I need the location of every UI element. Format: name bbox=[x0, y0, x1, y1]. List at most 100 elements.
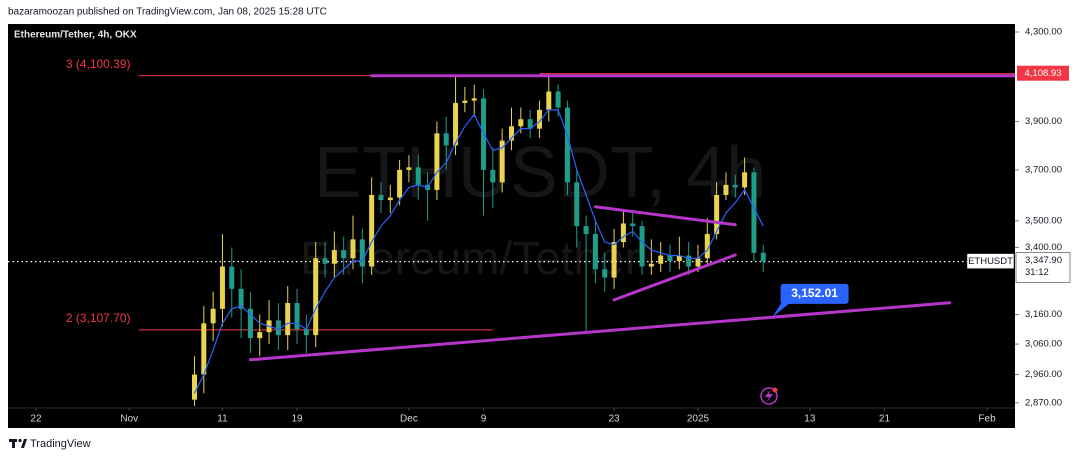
plot-area bbox=[8, 73, 1015, 407]
candle-body bbox=[350, 239, 356, 259]
y-tick-label: 2,870.00 bbox=[1025, 397, 1062, 408]
candle-body bbox=[415, 167, 421, 185]
candle-body bbox=[723, 184, 729, 195]
candle-body bbox=[490, 169, 496, 183]
candle-body bbox=[322, 258, 328, 264]
candle-body bbox=[275, 320, 281, 336]
y-tick-label: 3,160.00 bbox=[1025, 309, 1062, 320]
chart-title: Ethereum/Tether, 4h, OKX bbox=[14, 30, 137, 41]
candle-body bbox=[219, 266, 225, 309]
callout-pointer bbox=[772, 300, 793, 317]
y-tick-label: 3,060.00 bbox=[1025, 339, 1062, 350]
plot-background bbox=[8, 24, 1015, 428]
candle-body bbox=[742, 172, 748, 188]
x-tick-label: 2025 bbox=[687, 414, 710, 425]
alert-dot bbox=[772, 387, 778, 393]
level-label: 3 (4,100.39) bbox=[66, 57, 131, 71]
candle-body bbox=[359, 239, 365, 267]
candle-body bbox=[238, 288, 244, 309]
candle-body bbox=[210, 308, 216, 324]
candle-body bbox=[294, 303, 300, 330]
candle-body bbox=[751, 172, 757, 253]
footer-logo bbox=[9, 438, 27, 448]
candle-body bbox=[732, 184, 738, 188]
price-marker-box bbox=[1017, 65, 1069, 81]
x-tick-label: 23 bbox=[609, 414, 621, 425]
candle-body bbox=[667, 255, 673, 262]
countdown-label: 31:12 bbox=[1025, 267, 1049, 278]
watermark-sub: Ethereum/Tether bbox=[300, 232, 640, 284]
candle-body bbox=[499, 140, 505, 183]
x-tick-label: 19 bbox=[291, 414, 303, 425]
candle-body bbox=[630, 223, 636, 227]
trendline bbox=[248, 301, 952, 362]
candle-body bbox=[574, 182, 580, 227]
candle-body bbox=[695, 258, 701, 267]
x-tick-label: 9 bbox=[481, 414, 487, 425]
candle-body bbox=[406, 167, 412, 170]
candle-body bbox=[201, 323, 207, 375]
candle-body bbox=[397, 169, 403, 198]
candle-body bbox=[592, 234, 598, 270]
y-tick-label: 3,400.00 bbox=[1025, 242, 1062, 253]
candle-body bbox=[331, 250, 337, 264]
candle-body bbox=[387, 197, 393, 201]
x-tick-label: 22 bbox=[30, 414, 42, 425]
y-tick-label: 3,700.00 bbox=[1025, 164, 1062, 175]
x-tick-label: Nov bbox=[120, 414, 138, 425]
candle-body bbox=[620, 223, 626, 243]
y-tick-label: 3,500.00 bbox=[1025, 215, 1062, 226]
candle-body bbox=[285, 303, 291, 336]
candle-body bbox=[704, 234, 710, 259]
candle-body bbox=[676, 255, 682, 262]
x-tick-label: 21 bbox=[879, 414, 891, 425]
y-tick-label: 2,960.00 bbox=[1025, 369, 1062, 380]
candle-body bbox=[639, 226, 645, 267]
alert-icon bbox=[760, 387, 778, 405]
candle-body bbox=[462, 100, 468, 103]
candle-body bbox=[714, 194, 720, 235]
candle-body bbox=[602, 269, 608, 278]
candle-body bbox=[471, 98, 477, 101]
callout-label: 3,152.01 bbox=[791, 286, 838, 300]
footer-brand: TradingView bbox=[30, 438, 91, 450]
trendline bbox=[612, 253, 737, 302]
price-marker-label: 4,108.93 bbox=[1025, 68, 1062, 79]
alert-ring bbox=[760, 387, 778, 405]
y-tick-label: 4,300.00 bbox=[1025, 27, 1062, 38]
logo-slash bbox=[21, 439, 27, 448]
price-axis-panel bbox=[1015, 24, 1072, 428]
candle-body bbox=[555, 91, 561, 108]
candle-body bbox=[247, 308, 253, 339]
x-tick-label: 13 bbox=[804, 414, 816, 425]
candle-body bbox=[648, 263, 654, 267]
x-tick-label: Dec bbox=[400, 414, 418, 425]
x-tick-label: 11 bbox=[217, 414, 228, 425]
candle-body bbox=[303, 329, 309, 336]
last-price-box bbox=[1015, 252, 1071, 283]
logo-stem bbox=[12, 439, 15, 448]
moving-average bbox=[193, 109, 764, 394]
trendline bbox=[593, 205, 737, 227]
candle-body bbox=[434, 133, 440, 190]
last-price-label: 3,347.90 bbox=[1025, 255, 1062, 266]
candle-body bbox=[760, 252, 766, 262]
candle-body bbox=[509, 126, 514, 141]
candle-body bbox=[191, 374, 197, 400]
candle-body bbox=[518, 119, 524, 127]
candle-body bbox=[686, 255, 692, 267]
candle-body bbox=[583, 226, 589, 235]
candle-body bbox=[257, 332, 263, 339]
candle-body bbox=[443, 133, 449, 146]
candle-body bbox=[453, 102, 459, 146]
callout-box bbox=[780, 283, 849, 304]
publisher-line: bazaramoozan published on TradingView.co… bbox=[8, 7, 327, 18]
y-tick-label: 3,900.00 bbox=[1025, 116, 1062, 127]
candle-body bbox=[611, 242, 617, 278]
candle-body bbox=[378, 194, 384, 201]
x-tick-label: Feb bbox=[978, 414, 996, 425]
watermark: ETHUSDT, 4h bbox=[314, 133, 766, 213]
candle-body bbox=[536, 109, 542, 129]
candle-body bbox=[313, 258, 319, 336]
